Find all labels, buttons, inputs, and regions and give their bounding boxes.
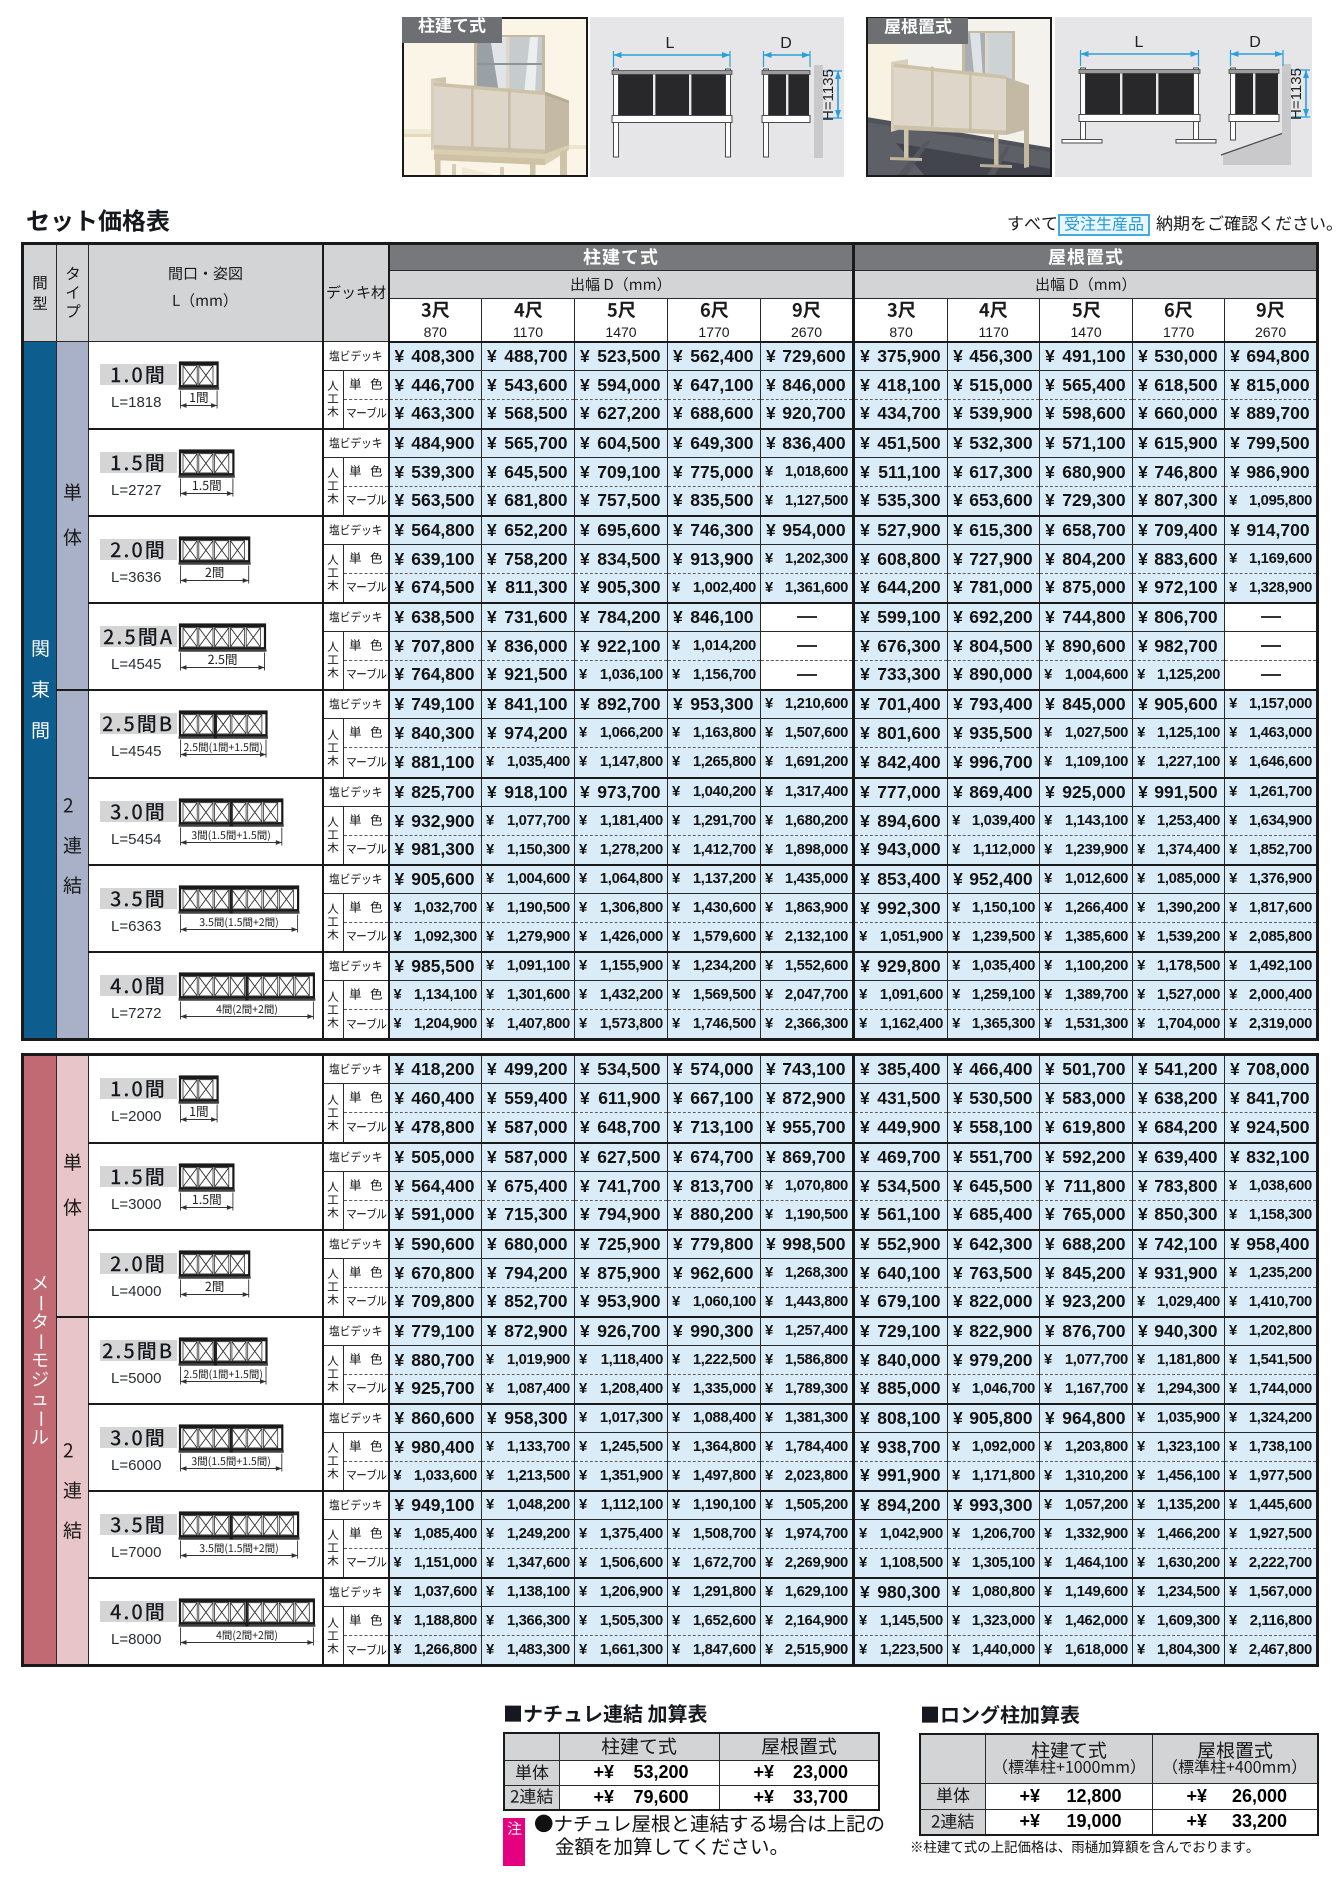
svg-text:H=1135: H=1135 — [820, 69, 837, 121]
svg-text:D: D — [1249, 34, 1261, 51]
svg-text:L: L — [666, 35, 675, 52]
svg-text:H=1135: H=1135 — [1288, 68, 1305, 120]
svg-text:L: L — [1135, 34, 1144, 51]
svg-text:D: D — [780, 35, 792, 52]
